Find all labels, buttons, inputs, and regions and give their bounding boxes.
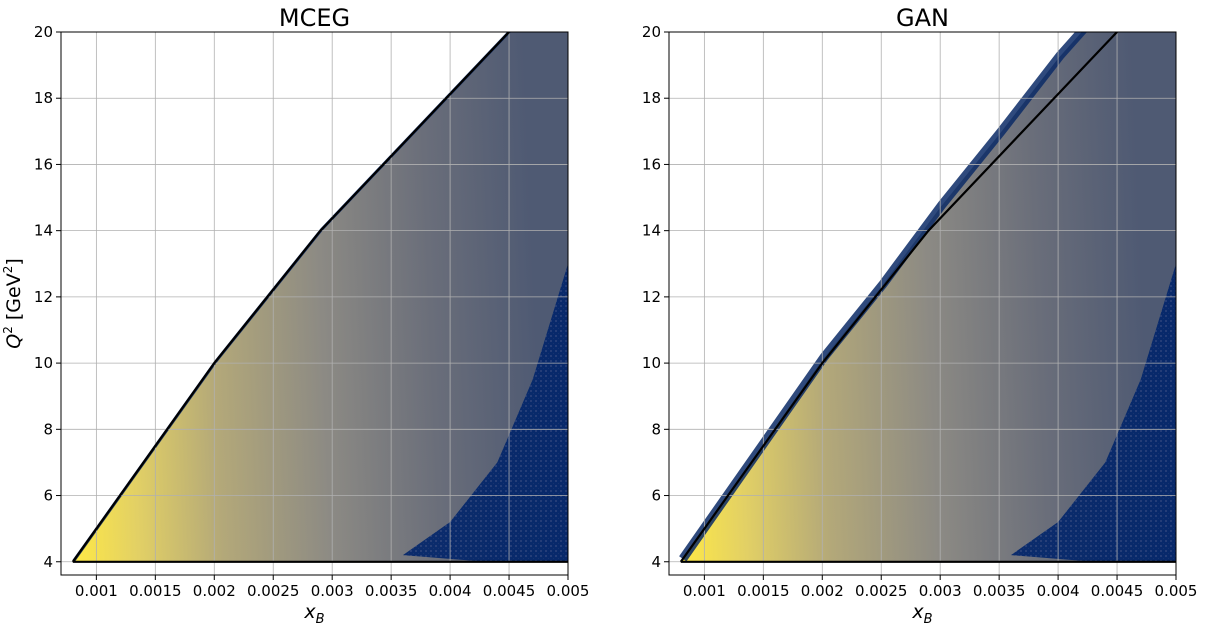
x-axis-label: xB [303,601,324,627]
y-tick-label: 14 [642,222,661,240]
y-tick-label: 14 [34,222,53,240]
data-edge-rim [679,32,1088,562]
x-tick-label: 0.0045 [483,582,536,600]
x-tick-label: 0.001 [75,582,118,600]
panel-title: GAN [896,4,949,32]
x-tick-label: 0.002 [193,582,236,600]
y-tick-label: 8 [43,420,53,438]
y-tick-label: 6 [651,487,661,505]
sparse-tail-region [402,263,568,562]
x-tick-label: 0.0025 [247,582,300,600]
x-tick-label: 0.003 [311,582,354,600]
x-tick-label: 0.0045 [1091,582,1144,600]
x-tick-label: 0.003 [919,582,962,600]
sparse-tail-region [1010,263,1176,562]
mceg-panel: 0.001 0.0015 0.002 0.0025 0.003 0.0035 0.004 0.… [1,4,589,627]
y-tick-label: 18 [642,89,661,107]
x-tick-label: 0.0035 [973,582,1026,600]
kinematic-boundary-line [71,32,510,563]
x-tick-label: 0.0015 [129,582,182,600]
y-tick-label: 18 [34,89,53,107]
x-tick-label: 0.004 [1037,582,1080,600]
kinematic-boundary-line [679,32,1118,563]
x-tick-label: 0.002 [801,582,844,600]
x-tick-label: 0.0015 [737,582,790,600]
gan-panel: 0.001 0.0015 0.002 0.0025 0.003 0.0035 0.004 0.… [642,4,1198,627]
axes-frame [60,31,569,576]
x-tick-label: 0.0025 [855,582,908,600]
y-tick-label: 12 [642,288,661,306]
x-tick-label: 0.0035 [365,582,418,600]
y-tick-label: 10 [34,354,53,372]
y-tick-label: 16 [34,155,53,173]
y-tick-label: 20 [34,23,53,41]
y-tick-label: 4 [43,553,53,571]
panel-title: MCEG [279,4,350,32]
x-tick-label: 0.005 [547,582,590,600]
x-tick-label: 0.004 [429,582,472,600]
y-axis-label: Q2 [GeV2] [1,258,25,349]
y-tick-label: 4 [651,553,661,571]
y-tick-label: 20 [642,23,661,41]
y-tick-label: 10 [642,354,661,372]
x-axis-label: xB [911,601,932,627]
plot-area [669,32,1176,575]
y-tick-label: 8 [651,420,661,438]
y-tick-label: 16 [642,155,661,173]
x-tick-label: 0.005 [1155,582,1198,600]
y-tick-label: 12 [34,288,53,306]
y-tick-label: 6 [43,487,53,505]
axes-frame [668,31,1177,576]
x-tick-label: 0.001 [683,582,726,600]
plot-area [61,32,568,575]
